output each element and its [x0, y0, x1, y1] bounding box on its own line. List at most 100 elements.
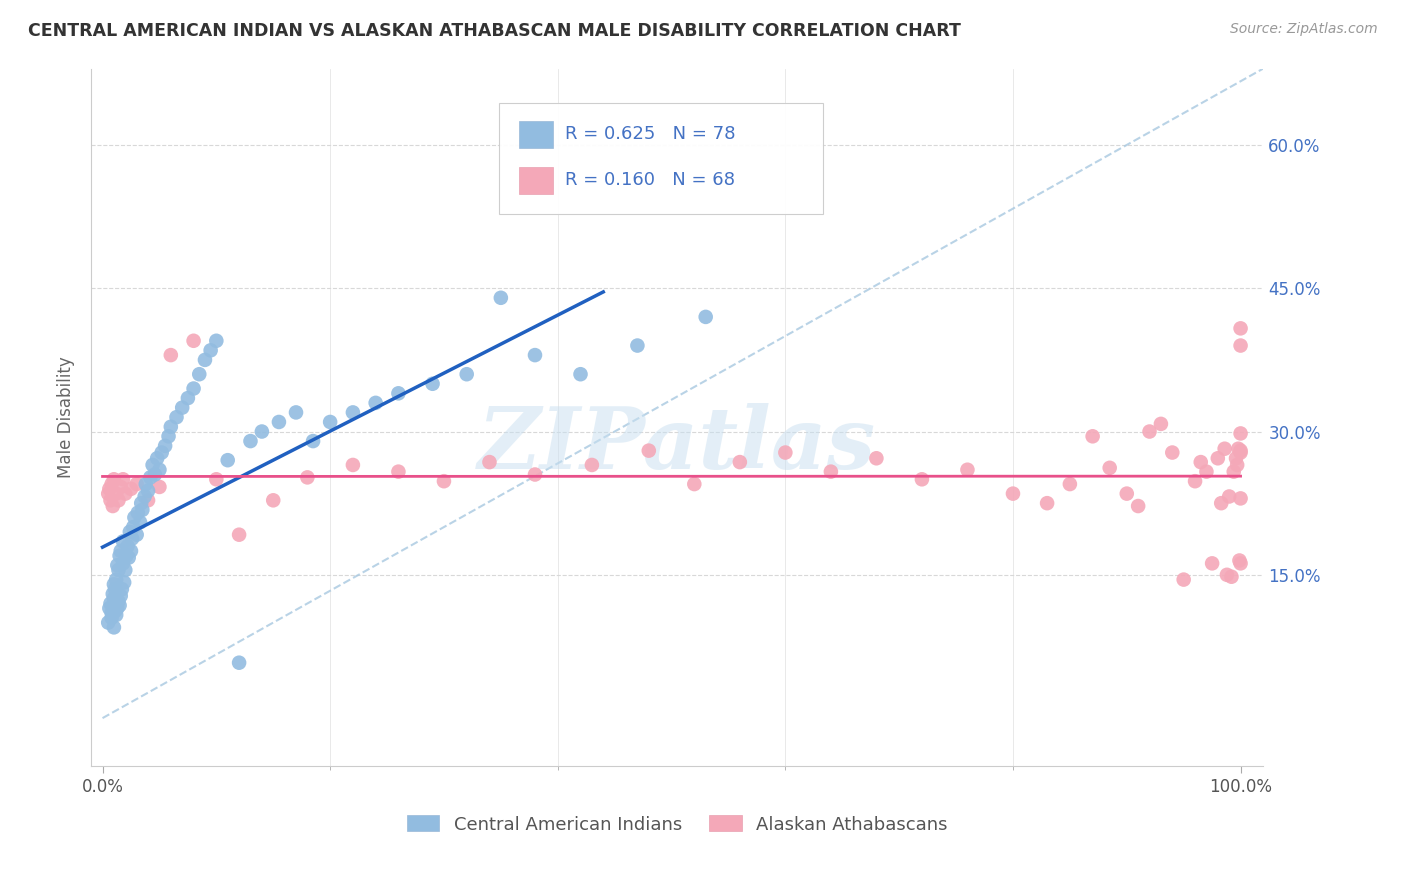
Point — [150, 445, 173, 459]
Point — [1161, 445, 1184, 459]
Point — [148, 463, 170, 477]
Point — [1206, 451, 1229, 466]
Point — [100, 597, 122, 611]
Point — [139, 470, 162, 484]
Point — [728, 455, 751, 469]
Legend: Central American Indians, Alaskan Athabascans: Central American Indians, Alaskan Athaba… — [406, 815, 948, 833]
Point — [110, 480, 132, 494]
Point — [1213, 442, 1236, 456]
Point — [101, 599, 124, 613]
Point — [683, 477, 706, 491]
Point — [98, 601, 121, 615]
Point — [1115, 486, 1137, 500]
Point — [1218, 490, 1240, 504]
Point — [1139, 425, 1161, 439]
Point — [118, 550, 141, 565]
Point — [1126, 499, 1149, 513]
Text: ZIPatlas: ZIPatlas — [478, 403, 876, 487]
Point — [118, 524, 141, 539]
Point — [105, 607, 128, 622]
Point — [188, 368, 211, 382]
Point — [1201, 557, 1223, 571]
Point — [112, 575, 135, 590]
Point — [103, 577, 125, 591]
Point — [342, 405, 364, 419]
Point — [122, 520, 145, 534]
Text: CENTRAL AMERICAN INDIAN VS ALASKAN ATHABASCAN MALE DISABILITY CORRELATION CHART: CENTRAL AMERICAN INDIAN VS ALASKAN ATHAB… — [28, 22, 960, 40]
Point — [148, 480, 170, 494]
Point — [100, 611, 122, 625]
Point — [129, 516, 152, 530]
Point — [105, 601, 128, 615]
Point — [134, 490, 156, 504]
Point — [1189, 455, 1212, 469]
Point — [302, 434, 325, 448]
Point — [1229, 426, 1251, 441]
Point — [387, 386, 409, 401]
Point — [1211, 496, 1233, 510]
Point — [183, 334, 205, 348]
Point — [194, 352, 217, 367]
Point — [103, 472, 125, 486]
Point — [104, 582, 127, 596]
Point — [524, 467, 547, 482]
Point — [111, 472, 134, 486]
Point — [110, 589, 132, 603]
Point — [111, 557, 134, 571]
Point — [1229, 321, 1251, 335]
Point — [142, 458, 165, 472]
Point — [1081, 429, 1104, 443]
Point — [101, 499, 124, 513]
Point — [146, 451, 169, 466]
Point — [228, 656, 250, 670]
Point — [107, 594, 129, 608]
Point — [1222, 465, 1244, 479]
Point — [1184, 474, 1206, 488]
Point — [489, 291, 512, 305]
Point — [107, 493, 129, 508]
Point — [121, 532, 143, 546]
Point — [1229, 445, 1251, 459]
Point — [103, 620, 125, 634]
Point — [105, 573, 128, 587]
Point — [124, 510, 146, 524]
Point — [114, 486, 136, 500]
Point — [297, 470, 319, 484]
Point — [136, 483, 159, 498]
Point — [342, 458, 364, 472]
Point — [115, 549, 138, 563]
Point — [478, 455, 501, 469]
Point — [1150, 417, 1173, 431]
Point — [111, 534, 134, 549]
Point — [105, 486, 128, 500]
Point — [911, 472, 934, 486]
Point — [110, 544, 132, 558]
Point — [166, 410, 188, 425]
Point — [127, 506, 149, 520]
Point — [1173, 573, 1195, 587]
Point — [205, 334, 228, 348]
Point — [820, 465, 842, 479]
Point — [217, 453, 239, 467]
Point — [157, 429, 180, 443]
Point — [105, 558, 128, 573]
Point — [285, 405, 308, 419]
Point — [120, 544, 142, 558]
Point — [387, 465, 409, 479]
Point — [1229, 443, 1251, 458]
Point — [172, 401, 194, 415]
Point — [262, 493, 284, 508]
Point — [143, 467, 166, 482]
Point — [108, 549, 131, 563]
Point — [101, 587, 124, 601]
Point — [107, 563, 129, 577]
Point — [120, 482, 142, 496]
Point — [100, 493, 122, 508]
Point — [433, 474, 456, 488]
Point — [1195, 465, 1218, 479]
Point — [695, 310, 717, 324]
Point — [103, 591, 125, 606]
Point — [1229, 338, 1251, 352]
Point — [1036, 496, 1059, 510]
Point — [131, 503, 153, 517]
